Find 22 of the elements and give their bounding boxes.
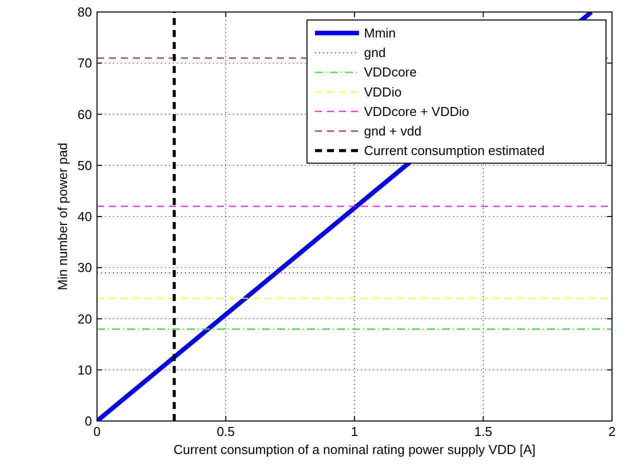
y-tick-label: 0 xyxy=(84,414,92,428)
x-tick-label: 1.5 xyxy=(474,424,492,439)
legend-label: gnd xyxy=(364,45,386,60)
y-tick-label: 20 xyxy=(78,311,92,326)
y-tick-label: 80 xyxy=(78,4,92,20)
y-axis-title: Min number of power pad xyxy=(55,142,70,290)
x-tick-label: 2 xyxy=(608,424,616,439)
y-tick-label: 60 xyxy=(78,106,92,122)
y-tick-label: 40 xyxy=(78,209,92,224)
legend-label: Current consumption estimated xyxy=(364,143,545,158)
y-tick-label: 30 xyxy=(78,260,92,276)
legend-label: gnd + vdd xyxy=(364,124,422,138)
y-tick-label: 50 xyxy=(78,158,92,173)
x-axis-title: Current consumption of a nominal rating power supply VDD [A] xyxy=(173,442,536,457)
x-tick-label: 0.5 xyxy=(216,424,235,439)
y-tick-label: 10 xyxy=(78,362,92,378)
legend-label: VDDio xyxy=(364,84,402,100)
legend-label: VDDcore xyxy=(364,64,417,80)
x-tick-label: 1 xyxy=(350,424,358,439)
legend-label: VDDcore + VDDio xyxy=(364,104,470,119)
y-tick-label: 70 xyxy=(78,56,92,71)
legend-label: Mmin xyxy=(364,26,396,40)
